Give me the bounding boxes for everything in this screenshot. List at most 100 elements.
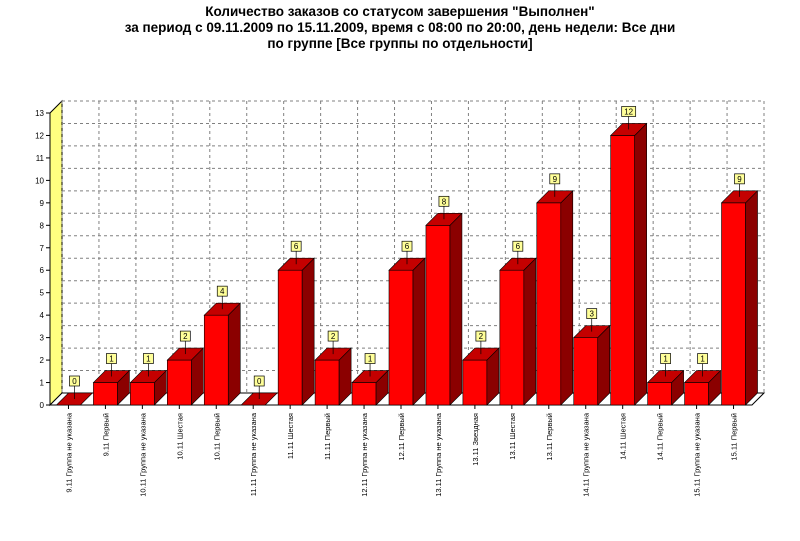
x-tick-label: 12.11 Первый <box>397 413 406 461</box>
x-tick-label: 15.11 Первый <box>730 413 739 461</box>
data-label: 1 <box>663 355 668 364</box>
bar-side <box>597 324 611 406</box>
data-label-box <box>364 353 376 364</box>
bar-front <box>647 382 672 406</box>
x-tick-label: 10.11 Шестая <box>175 413 184 460</box>
bar <box>166 347 205 406</box>
data-label: 2 <box>331 332 336 341</box>
data-label-box <box>143 353 154 364</box>
left-wall <box>49 99 63 407</box>
x-tick-label: 14.11 Первый <box>656 413 665 461</box>
y-tick-label: 13 <box>35 109 44 118</box>
bar-side <box>227 302 241 406</box>
bar <box>720 190 759 406</box>
data-label-box <box>621 106 637 117</box>
y-tick-label: 1 <box>40 379 45 388</box>
data-label: 9 <box>737 175 742 184</box>
x-tick-label: 11.11 Группа не указана <box>249 412 258 496</box>
bar <box>388 257 426 406</box>
bar-front <box>610 135 635 406</box>
y-tick-label: 3 <box>40 334 45 343</box>
bar-front <box>314 359 340 406</box>
x-tick-label: 11.11 Первый <box>323 413 332 460</box>
y-tick-label: 9 <box>40 199 45 208</box>
data-label-box <box>69 375 80 387</box>
data-label-box <box>401 240 413 252</box>
data-label-box <box>253 375 265 387</box>
x-tick-label: 11.11 Шестая <box>286 413 295 459</box>
data-label-box <box>475 330 487 342</box>
bar <box>573 324 611 406</box>
x-tick-label: 10.11 Группа не указана <box>138 412 147 497</box>
bar-side <box>301 257 315 406</box>
y-tick-label: 7 <box>40 244 45 253</box>
data-label: 6 <box>405 242 410 251</box>
bar-front <box>462 359 488 406</box>
bar-front <box>388 269 414 406</box>
data-label-box <box>216 285 228 297</box>
bar <box>203 302 241 406</box>
bar <box>646 369 685 406</box>
bar-front <box>203 314 229 406</box>
bar <box>425 212 463 406</box>
bar-side <box>560 190 574 406</box>
x-tick-label: 13.11 Шестая <box>508 413 517 460</box>
bar-front <box>721 202 746 406</box>
chart-title: Количество заказов со статусом завершени… <box>0 4 800 52</box>
data-label: 3 <box>590 310 595 319</box>
data-label-box <box>586 308 598 319</box>
y-tick-label: 2 <box>40 356 45 365</box>
bar-front <box>573 337 599 406</box>
bar-side <box>745 190 758 406</box>
bar <box>277 257 315 406</box>
data-label-box <box>438 195 450 207</box>
data-label-box <box>327 330 339 342</box>
data-label: 2 <box>479 332 484 341</box>
data-label: 9 <box>553 175 558 184</box>
data-label-box <box>290 240 302 252</box>
bar-front <box>425 225 451 406</box>
title-line-1: Количество заказов со статусом завершени… <box>205 4 595 19</box>
data-label-box <box>660 353 671 364</box>
x-tick-label: 12.11 Группа не указана <box>360 412 369 497</box>
bar-front <box>499 269 525 406</box>
data-label: 0 <box>72 377 77 386</box>
bar <box>609 122 648 406</box>
data-label: 1 <box>109 355 114 364</box>
bar-front <box>93 382 118 406</box>
bar-side <box>449 212 463 406</box>
bar-side <box>412 257 426 406</box>
y-tick-label: 11 <box>36 154 45 163</box>
y-tick-label: 4 <box>40 311 45 320</box>
bar <box>499 257 537 406</box>
bar <box>92 369 131 406</box>
bar-front <box>130 382 155 406</box>
data-label: 4 <box>220 287 225 296</box>
data-label: 12 <box>624 107 633 116</box>
data-label-box <box>512 240 524 252</box>
y-tick-label: 12 <box>35 131 44 140</box>
bar <box>536 190 574 406</box>
x-tick-label: 9.11 Первый <box>101 413 110 456</box>
bar-front <box>167 359 192 406</box>
bar-front <box>277 269 303 406</box>
x-tick-label: 14.11 Группа не указана <box>582 412 591 497</box>
y-tick-label: 8 <box>40 221 45 230</box>
data-label-box <box>734 173 745 185</box>
data-label-box <box>549 173 561 185</box>
data-label: 1 <box>700 355 705 364</box>
x-tick-label: 15.11 Группа не указана <box>693 412 702 497</box>
x-tick-label: 13.11 Звездная <box>471 413 480 466</box>
x-tick-label: 13.11 Первый <box>545 413 554 461</box>
data-label: 0 <box>257 377 262 386</box>
data-label-box <box>106 353 117 364</box>
bar-front <box>536 202 562 406</box>
bar <box>462 347 500 406</box>
x-tick-label: 10.11 Первый <box>212 413 221 461</box>
title-line-3: по группе [Все группы по отдельности] <box>267 36 533 51</box>
x-tick-label: 9.11 Группа не указана <box>64 412 73 492</box>
y-tick-label: 5 <box>40 289 45 298</box>
y-tick-label: 6 <box>40 266 45 275</box>
data-label: 6 <box>516 242 521 251</box>
